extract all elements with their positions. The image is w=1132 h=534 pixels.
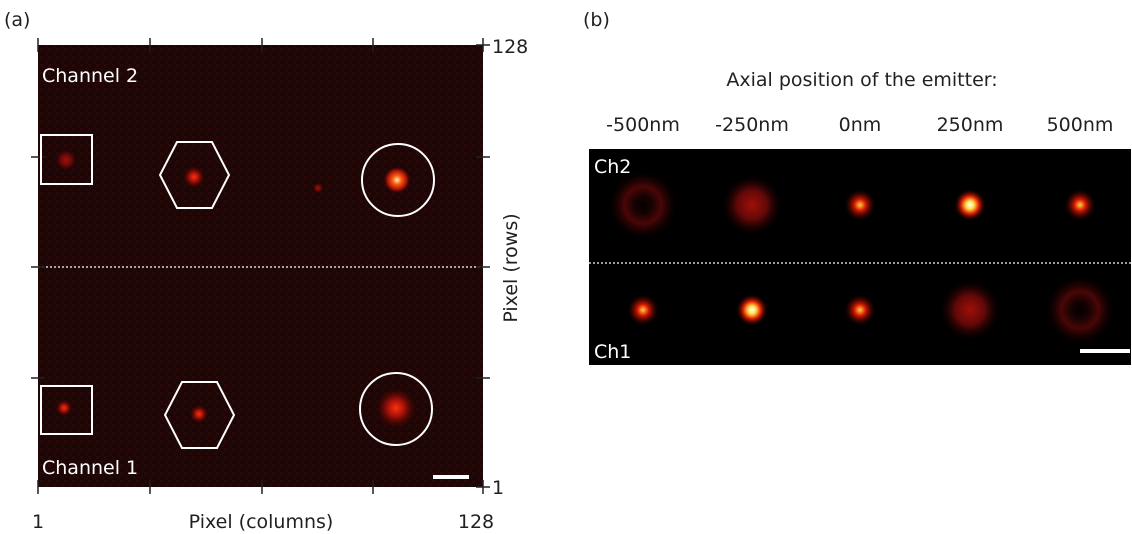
channel-label: Channel 1	[42, 457, 138, 479]
heading: Axial position of the emitter:	[726, 69, 997, 91]
position-label: 500nm	[1047, 114, 1114, 136]
channel-label: Ch1	[594, 341, 631, 363]
panel-label: (a)	[4, 9, 30, 31]
y-axis-label: Pixel (rows)	[500, 213, 522, 322]
channel-label: Ch2	[594, 156, 631, 178]
x-axis-label: Pixel (columns)	[189, 511, 334, 533]
position-label: 250nm	[937, 114, 1004, 136]
ticks	[31, 38, 490, 494]
spots	[54, 148, 418, 430]
y-axis-end: 1	[492, 477, 504, 499]
image	[589, 149, 1131, 365]
position-label: 0nm	[839, 114, 882, 136]
markers	[40, 134, 435, 449]
position-label: -250nm	[715, 114, 789, 136]
psf-spots	[609, 171, 1114, 344]
position-label: -500nm	[606, 114, 680, 136]
x-axis-end: 1	[32, 511, 44, 533]
x-axis-end: 128	[458, 511, 494, 533]
panel-label: (b)	[583, 9, 610, 31]
image	[38, 45, 483, 487]
y-axis-end: 128	[492, 36, 528, 58]
channel-label: Channel 2	[42, 65, 138, 87]
